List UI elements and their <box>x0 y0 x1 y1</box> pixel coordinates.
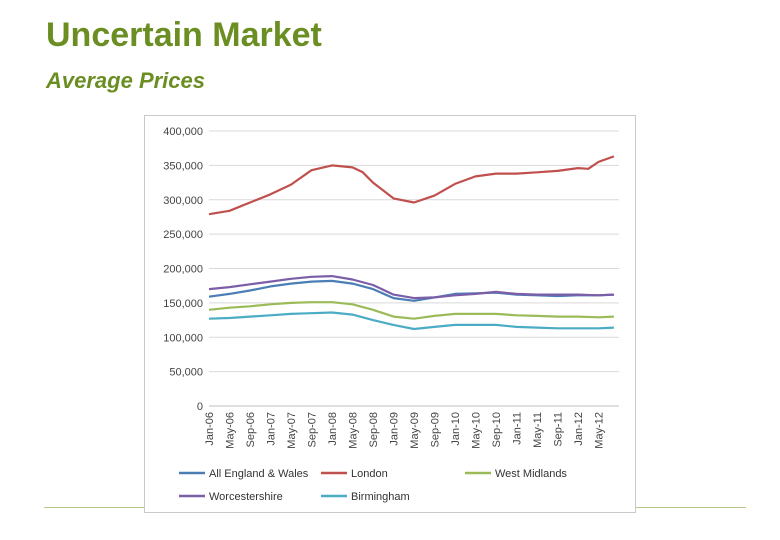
series-line-worcestershire <box>208 275 614 300</box>
x-tick-label: May-12 <box>594 412 606 449</box>
x-tick-label: Jan-12 <box>573 412 585 446</box>
series-line-birmingham <box>208 311 614 331</box>
price-line-chart: 0 50,000 100,000 150,000 200,000 250,000 300,0… <box>163 126 619 503</box>
x-tick-label: Jan-09 <box>389 412 401 446</box>
x-tick-label: Jan-08 <box>327 412 339 446</box>
y-tick-label: 100,000 <box>163 332 203 344</box>
legend-entry: West Midlands <box>465 468 567 480</box>
y-tick-label: 250,000 <box>163 229 203 241</box>
x-tick-label: Jan-10 <box>450 412 462 446</box>
legend-entry: London <box>321 468 388 480</box>
x-tick-label: Sep-09 <box>430 412 442 447</box>
x-tick-label: Jan-11 <box>512 412 524 445</box>
legend-label: Birmingham <box>351 491 410 503</box>
x-tick-label: Sep-10 <box>491 412 503 447</box>
page-subtitle: Average Prices <box>46 68 205 93</box>
y-tick-label: 150,000 <box>163 298 203 310</box>
legend-label: All England & Wales <box>209 468 309 480</box>
y-tick-label: 0 <box>197 401 203 413</box>
series-line-all-england-wales <box>208 279 614 302</box>
series-line-london <box>208 155 615 216</box>
series-line-west-midlands <box>208 301 614 320</box>
legend-entry: Worcestershire <box>179 491 283 503</box>
legend-entry: Birmingham <box>321 491 410 503</box>
footer-rule-right <box>636 507 746 508</box>
y-tick-label: 200,000 <box>163 264 203 276</box>
x-tick-label: May-07 <box>286 412 298 449</box>
y-tick-label: 50,000 <box>169 367 203 379</box>
x-tick-label: Jan-07 <box>266 412 278 446</box>
legend-label: West Midlands <box>495 468 567 480</box>
legend-label: Worcestershire <box>209 491 283 503</box>
x-tick-label: Sep-06 <box>245 412 257 447</box>
x-tick-label: May-06 <box>225 412 237 449</box>
y-tick-label: 350,000 <box>163 160 203 172</box>
x-tick-label: May-11 <box>532 412 544 448</box>
x-tick-label: May-08 <box>348 412 360 449</box>
x-tick-label: May-09 <box>409 412 421 449</box>
footer-rule-left <box>44 507 145 508</box>
chart-panel: 0 50,000 100,000 150,000 200,000 250,000 300,0… <box>144 115 636 513</box>
x-tick-label: Sep-07 <box>307 412 319 447</box>
page-title: Uncertain Market <box>46 16 322 54</box>
y-tick-label: 300,000 <box>163 195 203 207</box>
legend-label: London <box>351 468 388 480</box>
y-tick-label: 400,000 <box>163 126 203 138</box>
x-tick-label: Sep-08 <box>368 412 380 447</box>
x-tick-label: Jan-06 <box>204 412 216 446</box>
x-tick-label: Sep-11 <box>553 412 565 447</box>
x-tick-label: May-10 <box>471 412 483 449</box>
legend-entry: All England & Wales <box>179 468 309 480</box>
